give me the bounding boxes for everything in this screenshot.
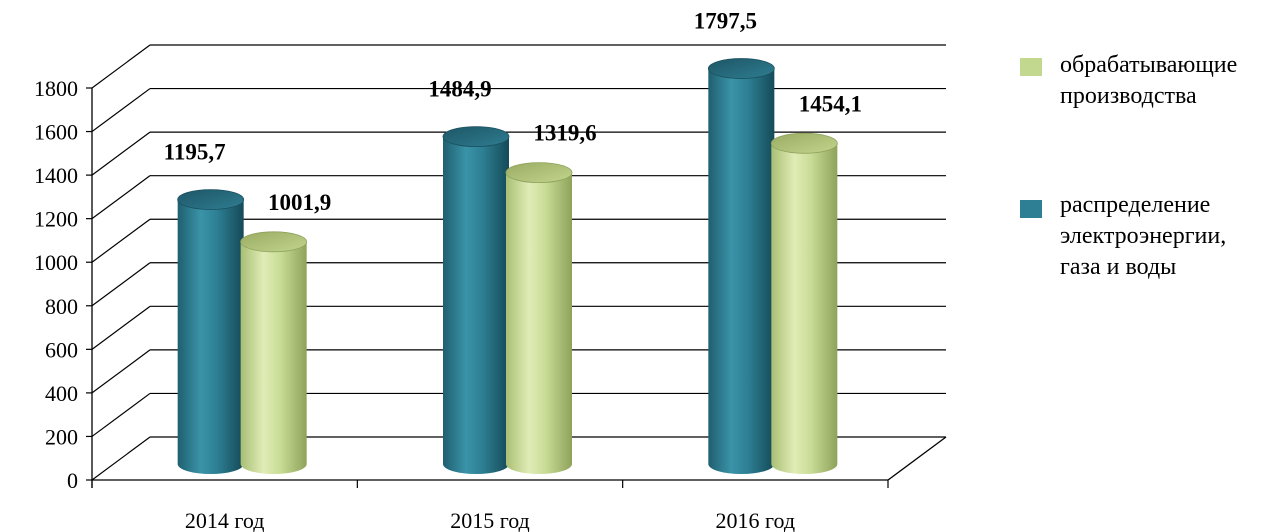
bar-1-1 bbox=[505, 162, 573, 475]
y-tick-label: 600 bbox=[45, 337, 78, 362]
legend-label: электроэнергии, bbox=[1060, 223, 1226, 249]
legend-swatch bbox=[1020, 58, 1042, 76]
bar-0-1 bbox=[442, 126, 510, 475]
bar-top bbox=[442, 126, 510, 148]
legend-label: газа и воды bbox=[1060, 254, 1176, 280]
y-tick-label: 400 bbox=[45, 381, 78, 406]
bar-1-0 bbox=[240, 231, 308, 474]
data-label: 1319,6 bbox=[533, 121, 596, 146]
y-tick-label: 1800 bbox=[34, 76, 78, 101]
gridline-diagonal bbox=[91, 175, 151, 220]
data-label: 1484,9 bbox=[428, 77, 491, 102]
x-tick-label: 2016 год bbox=[716, 508, 796, 532]
gridline-diagonal bbox=[91, 392, 151, 437]
y-tick-label: 0 bbox=[67, 468, 78, 493]
gridline-diagonal bbox=[91, 131, 151, 176]
x-tick-label: 2015 год bbox=[450, 508, 530, 532]
bar-top bbox=[505, 162, 573, 184]
bar-body bbox=[177, 199, 244, 475]
y-tick-label: 1200 bbox=[34, 207, 78, 232]
bar-body bbox=[240, 241, 307, 474]
gridline-diagonal bbox=[91, 218, 151, 263]
gridline-diagonal bbox=[91, 262, 151, 307]
bar-0-2 bbox=[707, 58, 775, 475]
legend-swatch bbox=[1020, 200, 1042, 218]
legend-label: распределение bbox=[1060, 192, 1210, 218]
bar-top bbox=[770, 132, 838, 154]
floor-edge bbox=[887, 436, 947, 481]
gridline-diagonal bbox=[91, 349, 151, 394]
gridline-diagonal bbox=[91, 88, 151, 133]
bar-1-2 bbox=[770, 132, 838, 474]
bar-body bbox=[771, 143, 838, 474]
data-label: 1454,1 bbox=[799, 91, 862, 116]
bar-top bbox=[707, 58, 775, 79]
x-tick-label: 2014 год bbox=[185, 508, 265, 532]
y-tick-label: 1400 bbox=[34, 163, 78, 188]
y-tick-label: 1600 bbox=[34, 120, 78, 145]
bar-body bbox=[443, 136, 509, 475]
data-label: 1195,7 bbox=[164, 140, 226, 165]
data-label: 1797,5 bbox=[694, 9, 757, 34]
bar-body bbox=[506, 172, 572, 475]
legend-label: обрабатывающие bbox=[1060, 52, 1237, 78]
gridline-diagonal bbox=[91, 436, 151, 481]
gridline-diagonal bbox=[91, 305, 151, 350]
legend-label: производства bbox=[1060, 83, 1197, 109]
y-tick-label: 1000 bbox=[34, 250, 78, 275]
gridline-diagonal bbox=[91, 44, 151, 89]
bar-0-0 bbox=[177, 189, 245, 475]
bar-body bbox=[708, 68, 775, 475]
labels-group: 1195,7 1484,9 1797,5 1001,9 1319,6 1454,1 bbox=[164, 9, 862, 215]
legend: обрабатывающие производства распределение э… bbox=[1020, 52, 1237, 280]
bar-top bbox=[240, 231, 308, 253]
bar-top bbox=[177, 189, 245, 211]
y-tick-label: 200 bbox=[45, 424, 78, 449]
y-tick-label: 800 bbox=[45, 294, 78, 319]
data-label: 1001,9 bbox=[268, 190, 331, 215]
bars-group bbox=[177, 58, 838, 475]
